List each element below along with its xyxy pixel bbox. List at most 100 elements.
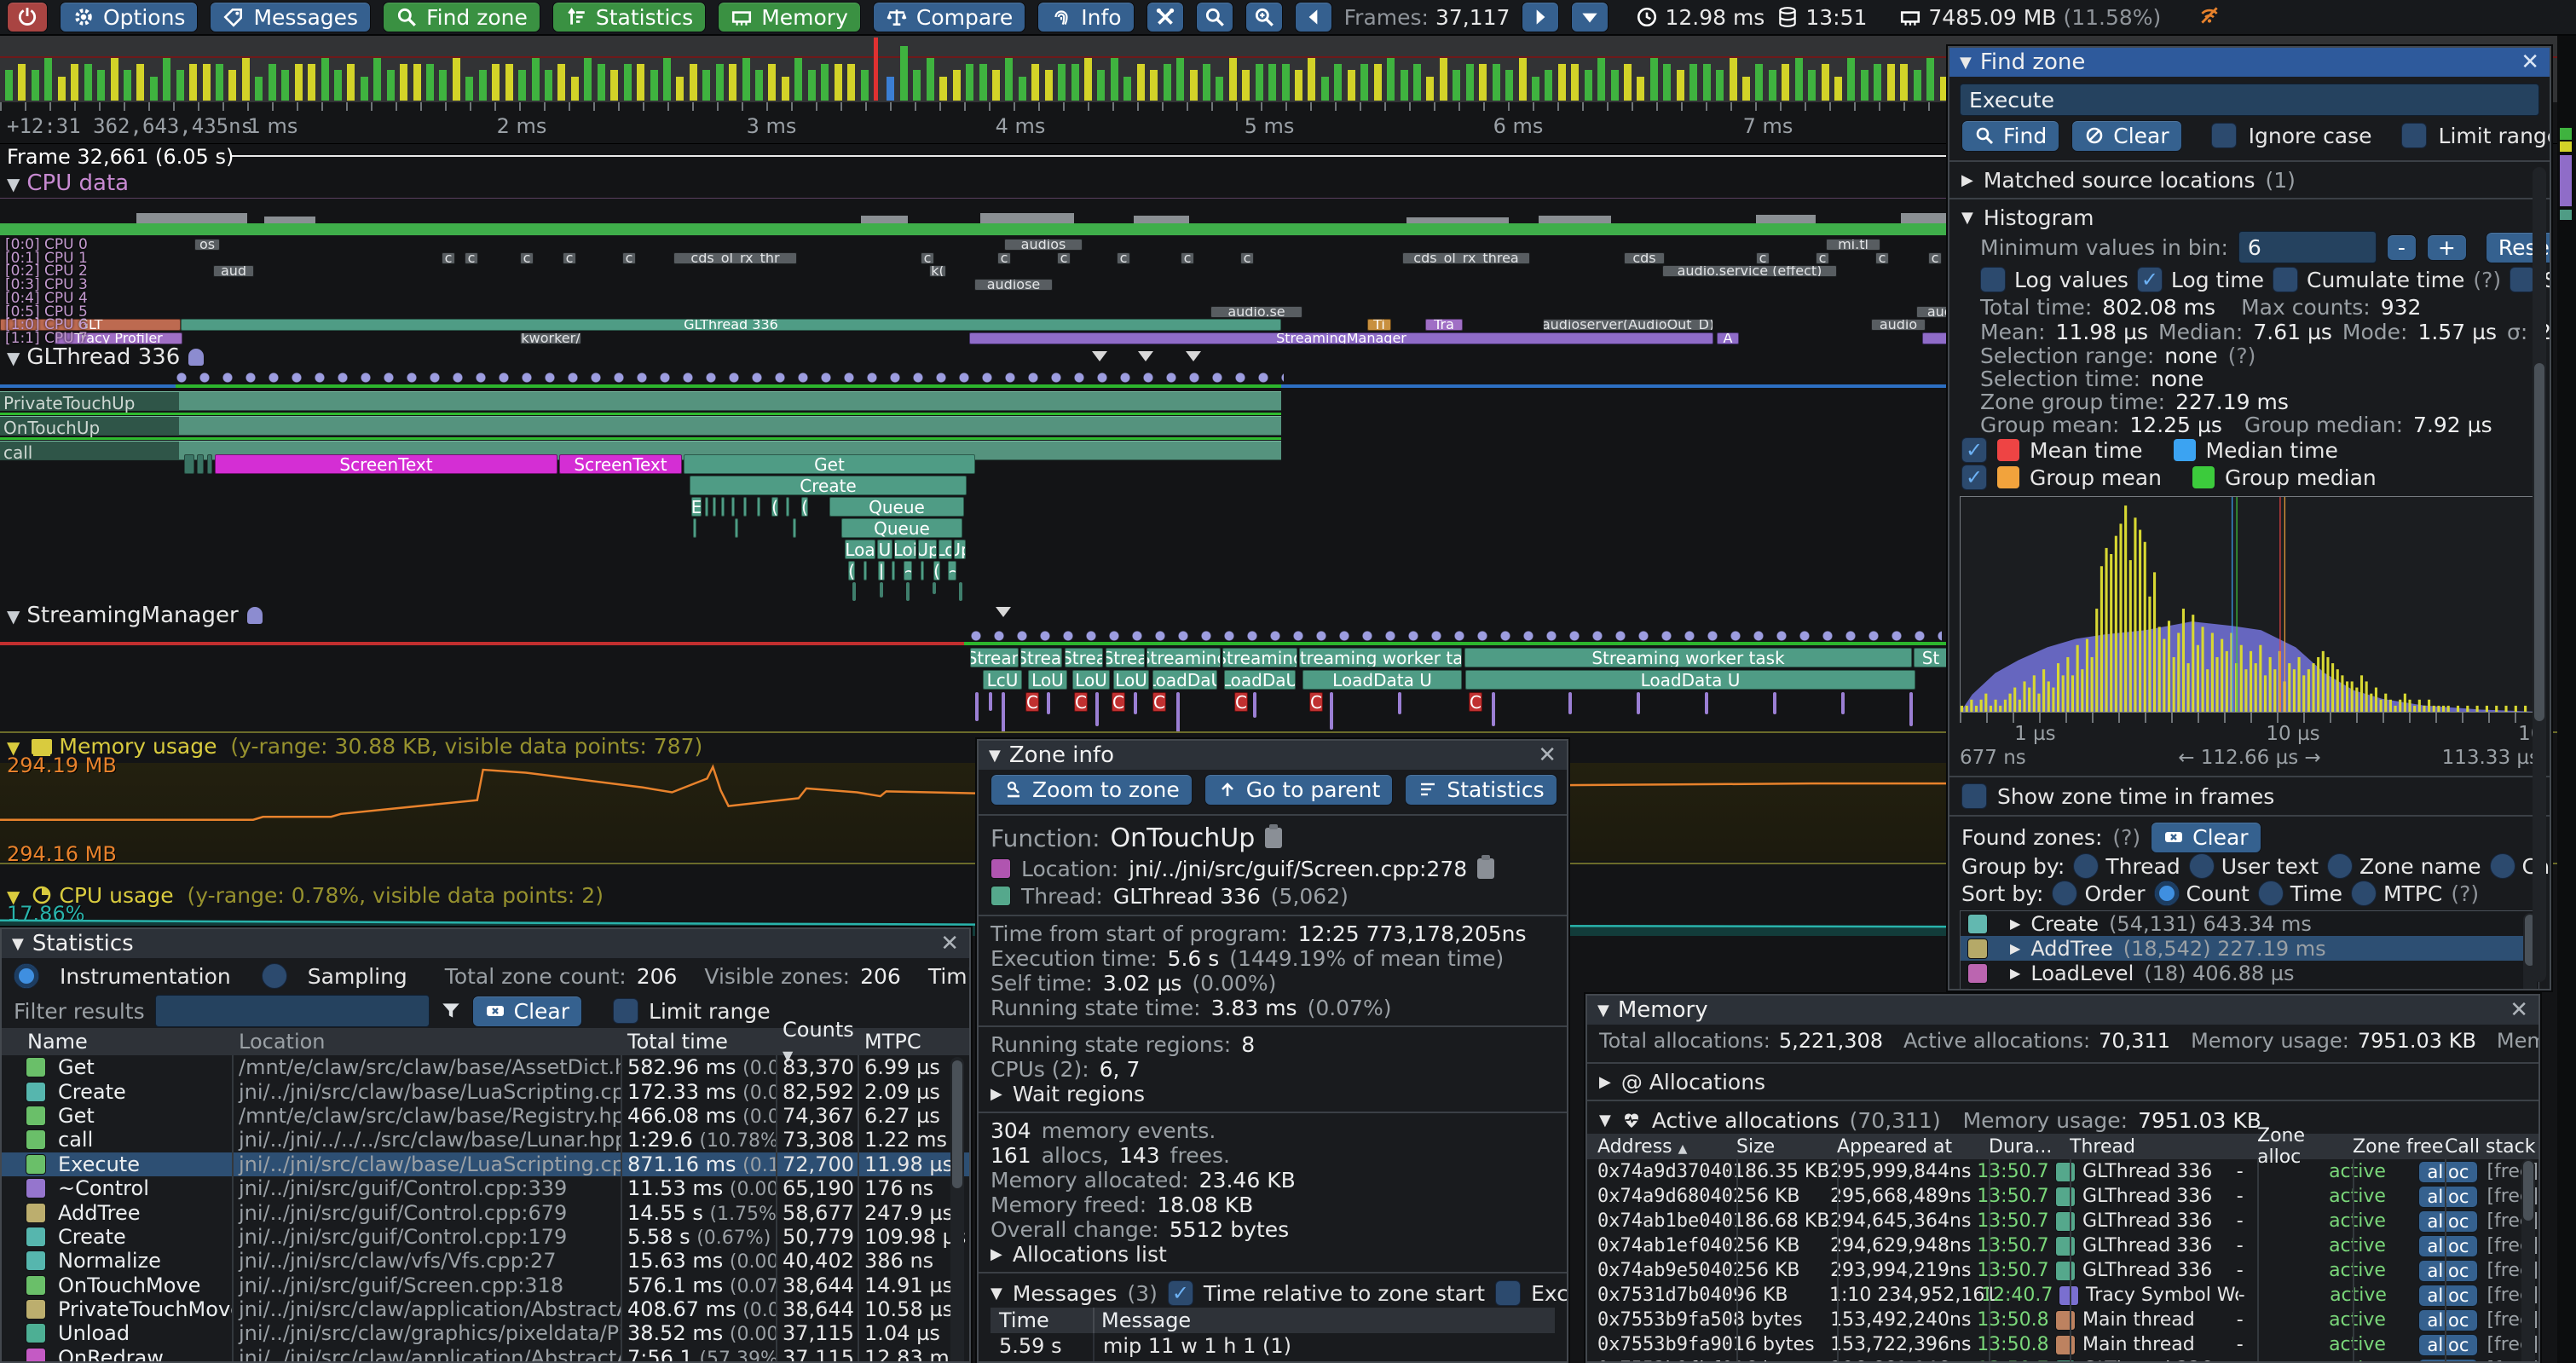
zone-chip[interactable]: LoU [1113, 670, 1149, 690]
frame-bar[interactable] [1466, 64, 1474, 101]
frame-bar[interactable] [58, 77, 66, 101]
frame-bar[interactable] [1755, 64, 1763, 101]
memory-usage-graph[interactable] [0, 763, 1948, 861]
zone-chip[interactable]: cds [1624, 252, 1665, 264]
zone-chip[interactable] [959, 582, 962, 601]
frame-bar[interactable] [1242, 70, 1250, 101]
cpu-usage-header[interactable]: ▼CPU usage (y-range: 0.78%, visible data… [7, 883, 604, 908]
frame-bar[interactable] [1861, 70, 1868, 101]
frame-marker-icon[interactable] [1092, 351, 1107, 361]
frame-bar[interactable] [742, 58, 750, 101]
frame-bar[interactable] [1321, 77, 1329, 101]
frame-bar[interactable] [979, 64, 987, 101]
frame-bar[interactable] [439, 70, 447, 101]
zone-chip[interactable]: ScreenText [559, 454, 682, 474]
zone-chip[interactable]: LoU [1072, 670, 1110, 690]
message-row[interactable]: 5.59 s mip 11 w 1 h 1 (1) [991, 1333, 1555, 1358]
funnel-icon[interactable] [440, 1000, 462, 1022]
frame-bar[interactable] [321, 58, 329, 101]
statistics-row[interactable]: Execute jni/../jni/src/claw/base/LuaScri… [2, 1152, 969, 1176]
collapse-icon[interactable]: ▼ [1599, 1112, 1611, 1129]
frame-bar[interactable] [953, 70, 961, 101]
allocation-row[interactable]: 0x7531d7b040 96 KB 1:10 234,952,161 12:4… [1587, 1283, 2538, 1308]
options-button[interactable]: Options [60, 2, 198, 32]
zone-chip[interactable]: U [877, 540, 892, 559]
mean-time-checkbox[interactable] [1961, 437, 1987, 463]
allocation-row[interactable]: 0x7553b9fbf0 16 bytes 296,661,146ns 13:5… [1587, 1357, 2538, 1363]
streaming-manager-header[interactable]: ▼StreamingManager [7, 603, 263, 628]
zone-chip[interactable]: LoadDaU [1152, 670, 1217, 690]
frame-bar[interactable] [1650, 58, 1658, 101]
zone-chip[interactable]: Streaming worker tas [1299, 648, 1462, 667]
frame-bar[interactable] [1545, 70, 1552, 101]
frame-bar[interactable] [1111, 58, 1118, 101]
statistics-row[interactable]: AddTree jni/../jni/src/guif/Control.cpp:… [2, 1200, 969, 1224]
found-zone-row[interactable]: ▶ LoadLevel (18) 406.88 µs [1961, 961, 2538, 985]
frame-bar[interactable] [426, 64, 434, 101]
frame-bar[interactable] [465, 77, 473, 101]
zone-chip[interactable]: k( [929, 265, 946, 277]
frame-bar[interactable] [1926, 58, 1934, 101]
frame-bar[interactable] [1440, 58, 1447, 101]
frame-bar[interactable] [1689, 64, 1697, 101]
zone-chip[interactable]: c [1756, 252, 1770, 264]
zone-chip[interactable] [906, 582, 910, 601]
statistics-row[interactable]: Normalize jni/../jni/src/claw/vfs/Vfs.cp… [2, 1249, 969, 1273]
frame-bar[interactable] [189, 64, 197, 101]
plus-button[interactable]: + [2427, 234, 2467, 261]
allocation-row[interactable]: 0x7553b9fa90 16 bytes 153,722,396ns 13:5… [1587, 1332, 2538, 1357]
time-relative-checkbox[interactable] [1168, 1280, 1193, 1306]
power-button[interactable] [7, 2, 48, 32]
frame-bar[interactable] [1031, 64, 1039, 101]
group-by-radio[interactable]: User text [2189, 853, 2319, 879]
frame-bar[interactable] [690, 64, 697, 101]
frame-bar[interactable] [1176, 58, 1184, 101]
statistics-row[interactable]: Create jni/../jni/src/guif/Control.cpp:1… [2, 1225, 969, 1249]
message-row[interactable]: 5.59 s mip 10 w 2 h 2 (4) [991, 1358, 1555, 1363]
frame-bar[interactable] [1795, 58, 1803, 101]
frame-bar[interactable] [32, 70, 39, 101]
frame-bar[interactable] [1005, 58, 1013, 101]
allocation-row[interactable]: 0x74ab9e5040 256 KB 293,994,219ns 13:50.… [1587, 1258, 2538, 1283]
frame-bar[interactable] [1268, 64, 1276, 101]
zone-chip[interactable]: LcU [983, 670, 1022, 690]
next-frame-button[interactable] [1522, 2, 1559, 32]
frame-bar[interactable] [1308, 58, 1315, 101]
frame-bar[interactable] [1887, 64, 1895, 101]
frame-bar[interactable] [1334, 64, 1342, 101]
close-icon[interactable]: ✕ [940, 931, 959, 956]
zone-chip[interactable] [921, 561, 924, 580]
frame-bar[interactable] [176, 70, 184, 101]
frame-bar[interactable] [1360, 64, 1368, 101]
frame-bar[interactable] [1426, 77, 1434, 101]
frame-marker-icon[interactable] [1186, 351, 1201, 361]
frame-bar[interactable] [1282, 64, 1290, 101]
close-icon[interactable]: ✕ [2521, 49, 2539, 75]
allocation-row[interactable]: 0x74ab1ef040 256 KB 294,629,948ns 13:50.… [1587, 1233, 2538, 1258]
zone-chip[interactable]: c [1181, 252, 1194, 264]
zone-chip[interactable]: aud [213, 265, 254, 277]
zone-chip[interactable]: audiose [974, 279, 1053, 291]
frame-bar[interactable] [755, 70, 763, 101]
alloc-callstack-button[interactable]: alloc [2418, 1235, 2479, 1257]
zone-chip[interactable] [757, 497, 760, 517]
frame-bar[interactable] [1505, 70, 1513, 101]
allocation-row[interactable]: 0x74a9d68040 256 KB 295,668,489ns 13:50.… [1587, 1184, 2538, 1209]
statistics-scrollbar[interactable] [950, 1057, 964, 1363]
frame-bar[interactable] [1914, 70, 1921, 101]
frame-bar[interactable] [966, 64, 973, 101]
zone-chip[interactable] [852, 582, 856, 601]
frame-bar[interactable] [702, 70, 710, 101]
log-values-checkbox[interactable] [1980, 267, 2006, 292]
zone-chip[interactable]: cds_ol_rx_thr [673, 252, 797, 264]
zone-chip[interactable] [207, 454, 212, 474]
zone-chip[interactable] [1002, 692, 1005, 733]
found-zones-clear-button[interactable]: Clear [2151, 822, 2261, 853]
zone-chip[interactable]: c [921, 252, 934, 264]
frame-bar[interactable] [1847, 58, 1855, 101]
allocation-row[interactable]: 0x74a9d37040 186.35 KB 295,999,844ns 13:… [1587, 1159, 2538, 1184]
zone-chip[interactable]: Get [684, 454, 975, 474]
frame-bar[interactable] [1229, 58, 1237, 101]
zone-chip[interactable]: LoadData U [1465, 670, 1915, 690]
frame-bar[interactable] [729, 64, 736, 101]
